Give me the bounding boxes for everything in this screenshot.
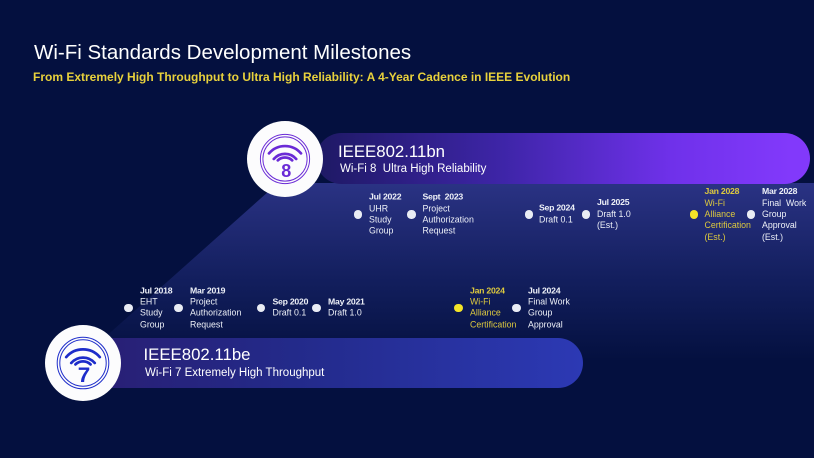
svg-text:8: 8 <box>281 160 291 180</box>
svg-text:7: 7 <box>78 363 91 387</box>
